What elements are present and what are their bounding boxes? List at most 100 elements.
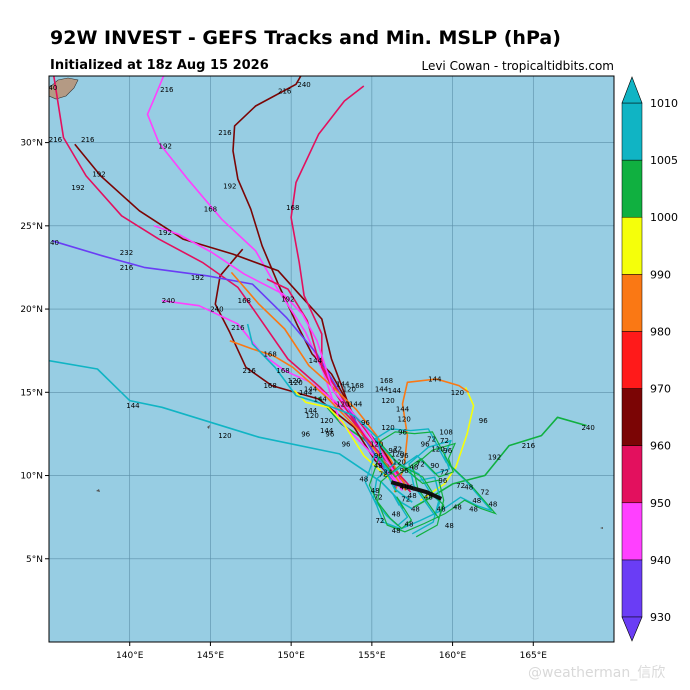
x-tick-label: 165°E <box>520 651 548 661</box>
forecast-hour-label: 48 <box>374 462 383 470</box>
lat-lon-grid <box>49 76 614 642</box>
forecast-hour-label: 48 <box>469 505 478 513</box>
forecast-hour-label: 144 <box>304 407 318 415</box>
forecast-hour-label: 192 <box>71 184 84 192</box>
forecast-hour-label: 96 <box>374 452 383 460</box>
forecast-hour-label: 144 <box>375 385 389 393</box>
credit-text: Levi Cowan - tropicaltidbits.com <box>421 59 614 73</box>
forecast-hour-label: 192 <box>281 296 294 304</box>
colorbar-bottom-arrow <box>621 616 643 642</box>
forecast-hour-label: 120 <box>370 440 383 448</box>
forecast-hour-label: 216 <box>522 442 536 450</box>
ensemble-track <box>161 299 402 490</box>
forecast-hour-label: 48 <box>411 505 420 513</box>
forecast-hour-label: 120 <box>289 379 302 387</box>
forecast-hour-label: 120 <box>381 424 394 432</box>
colorbar-segment <box>621 102 643 161</box>
forecast-hour-label: 48 <box>409 464 418 472</box>
forecast-hour-label: 120 <box>218 432 231 440</box>
forecast-hour-label: 72 <box>393 445 402 453</box>
y-tick-label: 20°N <box>20 305 43 315</box>
forecast-hour-label: 144 <box>309 357 323 365</box>
map-title: 92W INVEST - GEFS Tracks and Min. MSLP (… <box>50 27 561 49</box>
y-tick-label: 5°N <box>26 555 43 565</box>
x-tick-label: 140°E <box>116 651 144 661</box>
forecast-hour-label: 48 <box>437 505 446 513</box>
forecast-hour-label: 72 <box>375 517 384 525</box>
forecast-hour-label: 144 <box>336 380 350 388</box>
forecast-hour-label: 48 <box>405 520 414 528</box>
forecast-hour-label: 48 <box>359 475 368 483</box>
forecast-hour-label: 144 <box>126 402 140 410</box>
forecast-hour-label: 72 <box>440 469 449 477</box>
forecast-hour-label: 216 <box>242 367 256 375</box>
forecast-hour-label: 120 <box>381 397 394 405</box>
forecast-hour-label: 48 <box>453 504 462 512</box>
forecast-hour-label: 240 <box>297 81 310 89</box>
forecast-hour-label: 120 <box>305 412 318 420</box>
colorbar-level-label: 950 <box>650 497 671 510</box>
forecast-hour-label: 48 <box>424 494 433 502</box>
forecast-hour-label: 240 <box>44 84 57 92</box>
forecast-hour-label: 48 <box>392 527 401 535</box>
y-tick-label: 10°N <box>20 472 43 482</box>
forecast-hour-label: 216 <box>231 324 245 332</box>
colorbar-level-label: 980 <box>650 325 671 338</box>
forecast-hour-label: 240 <box>581 424 594 432</box>
forecast-hour-label: 48 <box>400 484 409 492</box>
forecast-hour-label: 72 <box>374 494 383 502</box>
y-tick-label: 30°N <box>20 139 43 149</box>
forecast-hour-label: 168 <box>351 382 364 390</box>
forecast-hour-label: 144 <box>299 389 313 397</box>
forecast-hour-label: 48 <box>392 510 401 518</box>
forecast-hour-label: 168 <box>263 382 276 390</box>
forecast-hour-label: 96 <box>400 452 409 460</box>
colorbar-segment <box>621 159 643 218</box>
forecast-hour-label: 144 <box>304 385 318 393</box>
colorbar-level-label: 930 <box>650 611 671 624</box>
forecast-hour-label: 192 <box>159 229 172 237</box>
forecast-hour-label: 120 <box>397 415 410 423</box>
ensemble-track <box>53 76 405 488</box>
watermark: @weatherman_信欣 <box>528 665 666 681</box>
forecast-hour-label: 24 <box>384 469 393 477</box>
colorbar-segment <box>621 388 643 446</box>
forecast-hour-label: 192 <box>159 142 172 150</box>
colorbar-level-label: 1010 <box>650 97 678 110</box>
colorbar-level-label: 990 <box>650 268 671 281</box>
forecast-hour-label: 72 <box>379 470 388 478</box>
forecast-hour-label: 144 <box>428 375 442 383</box>
forecast-hour-label: 168 <box>263 351 276 359</box>
ensemble-track <box>293 390 394 483</box>
forecast-hour-label: 48 <box>464 484 473 492</box>
forecast-hour-label: 120 <box>288 377 301 385</box>
forecast-hour-label: 120 <box>320 417 333 425</box>
forecast-hour-label: 96 <box>479 417 488 425</box>
forecast-hour-label: 48 <box>371 487 380 495</box>
forecast-hour-label: 120 <box>336 400 349 408</box>
forecast-hour-label: 216 <box>120 264 134 272</box>
x-tick-label: 145°E <box>197 651 225 661</box>
island-speck <box>600 527 603 529</box>
colorbar-segment <box>621 445 643 504</box>
forecast-hour-label: 48 <box>408 492 417 500</box>
forecast-hour-label: 72 <box>416 460 425 468</box>
y-tick-label: 15°N <box>20 388 43 398</box>
ensemble-track <box>393 378 470 493</box>
forecast-hour-label: 240 <box>210 306 223 314</box>
forecast-hour-label: 96 <box>325 430 334 438</box>
forecast-hour-label: 72 <box>401 495 410 503</box>
forecast-hour-label: 144 <box>349 400 363 408</box>
colorbar-segment <box>621 331 643 389</box>
forecast-hour-label: 96 <box>361 419 370 427</box>
forecast-hour-label: 72 <box>427 435 436 443</box>
forecast-hour-label: 120 <box>451 389 464 397</box>
colorbar-top-arrow <box>621 76 643 104</box>
forecast-hour-label: 120 <box>431 445 444 453</box>
forecast-hour-label: 240 <box>162 297 175 305</box>
forecast-hour-label: 96 <box>438 477 447 485</box>
x-tick-label: 160°E <box>439 651 467 661</box>
forecast-hour-label: 168 <box>238 297 251 305</box>
track-cluster <box>364 428 498 538</box>
